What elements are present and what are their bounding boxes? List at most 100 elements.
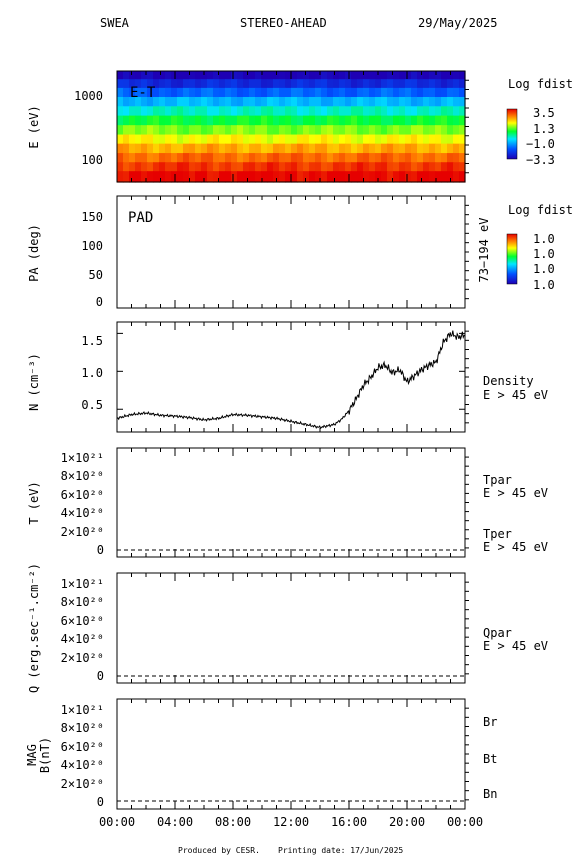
et-spectrogram-cell (393, 71, 400, 80)
et-spectrogram-cell (327, 71, 334, 80)
et-spectrogram-cell (159, 79, 166, 89)
et-spectrogram-cell (123, 115, 130, 126)
et-spectrogram-cell (147, 134, 154, 145)
et-spectrogram-cell (279, 97, 286, 107)
et-spectrogram-cell (339, 97, 346, 107)
et-spectrogram-cell (387, 106, 394, 117)
et-spectrogram-cell (255, 162, 262, 172)
et-spectrogram-cell (123, 125, 130, 136)
et-spectrogram-cell (339, 79, 346, 89)
et-spectrogram-cell (357, 79, 364, 89)
et-spectrogram-cell (381, 162, 388, 172)
et-spectrogram-cell (303, 125, 310, 136)
et-spectrogram-cell (279, 79, 286, 89)
et-spectrogram-cell (309, 162, 316, 172)
et-spectrogram-cell (273, 143, 280, 154)
et-spectrogram-cell (405, 87, 412, 98)
et-spectrogram-cell (315, 143, 322, 154)
et-spectrogram-cell (213, 97, 220, 107)
et-spectrogram-cell (261, 134, 268, 145)
et-spectrogram-cell (435, 87, 442, 98)
et-spectrogram-cell (363, 162, 370, 172)
et-spectrogram-cell (333, 125, 340, 136)
et-spectrogram-cell (195, 125, 202, 136)
et-spectrogram-cell (285, 71, 292, 80)
et-spectrogram-cell (291, 87, 298, 98)
et-spectrogram-cell (243, 162, 250, 172)
et-spectrogram-cell (309, 171, 316, 183)
et-spectrogram-cell (399, 87, 406, 98)
et-spectrogram-cell (345, 79, 352, 89)
et-spectrogram-cell (327, 125, 334, 136)
et-spectrogram-cell (303, 162, 310, 172)
et-spectrogram-cell (357, 97, 364, 107)
et-spectrogram-cell (327, 79, 334, 89)
et-spectrogram-cell (249, 71, 256, 80)
et-spectrogram-cell (459, 153, 466, 163)
et-spectrogram-cell (249, 162, 256, 172)
et-spectrogram-cell (297, 171, 304, 183)
et-spectrogram-cell (219, 125, 226, 136)
et-spectrogram-cell (315, 125, 322, 136)
et-spectrogram-cell (435, 71, 442, 80)
et-spectrogram-cell (273, 153, 280, 163)
pad-panel-label: PAD (128, 210, 153, 226)
et-spectrogram-cell (333, 106, 340, 117)
et-spectrogram-cell (405, 97, 412, 107)
et-spectrogram-cell (345, 71, 352, 80)
et-spectrogram-cell (219, 115, 226, 126)
et-spectrogram-cell (123, 97, 130, 107)
et-spectrogram-cell (339, 71, 346, 80)
et-spectrogram-cell (453, 97, 460, 107)
et-spectrogram-cell (303, 153, 310, 163)
et-spectrogram-cell (177, 106, 184, 117)
et-spectrogram-cell (291, 106, 298, 117)
et-spectrogram-cell (177, 125, 184, 136)
et-spectrogram-cell (213, 115, 220, 126)
et-spectrogram-cell (297, 125, 304, 136)
pad-y-tick-50: 50 (89, 268, 103, 282)
et-spectrogram-cell (177, 171, 184, 183)
et-spectrogram-cell (207, 115, 214, 126)
et-spectrogram-cell (405, 115, 412, 126)
et-spectrogram-cell (321, 115, 328, 126)
et-spectrogram-cell (201, 153, 208, 163)
et-spectrogram-cell (399, 153, 406, 163)
et-spectrogram-cell (267, 125, 274, 136)
x-tick-label: 16:00 (331, 815, 367, 829)
et-spectrogram-cell (183, 71, 190, 80)
et-spectrogram-cell (417, 143, 424, 154)
et-spectrogram-cell (171, 71, 178, 80)
et-spectrogram-cell (405, 71, 412, 80)
et-spectrogram-cell (345, 106, 352, 117)
et-spectrogram-cell (261, 162, 268, 172)
et-spectrogram-cell (447, 97, 454, 107)
et-spectrogram-cell (261, 79, 268, 89)
heatflux-y-tick: 6×10²⁰ (61, 614, 104, 628)
et-spectrogram-cell (261, 125, 268, 136)
et-spectrogram-cell (453, 171, 460, 183)
et-spectrogram-cell (435, 125, 442, 136)
et-spectrogram-cell (381, 153, 388, 163)
et-spectrogram-cell (255, 125, 262, 136)
et-cbar-tick-1: 3.5 (533, 106, 555, 120)
et-spectrogram-cell (213, 106, 220, 117)
et-spectrogram-cell (171, 143, 178, 154)
et-spectrogram-cell (279, 153, 286, 163)
density-series-line (116, 330, 466, 430)
et-spectrogram-cell (399, 171, 406, 183)
et-spectrogram-cell (387, 134, 394, 145)
et-spectrogram-cell (387, 79, 394, 89)
et-spectrogram-cell (183, 143, 190, 154)
x-tick-label: 20:00 (389, 815, 425, 829)
et-spectrogram-cell (423, 171, 430, 183)
et-spectrogram-cell (459, 162, 466, 172)
et-spectrogram-cell (171, 79, 178, 89)
et-spectrogram-cell (141, 171, 148, 183)
et-spectrogram-cell (255, 71, 262, 80)
et-spectrogram-cell (441, 153, 448, 163)
et-spectrogram-cell (219, 71, 226, 80)
et-spectrogram-cell (135, 79, 142, 89)
et-spectrogram-cell (171, 162, 178, 172)
et-spectrogram-cell (393, 106, 400, 117)
